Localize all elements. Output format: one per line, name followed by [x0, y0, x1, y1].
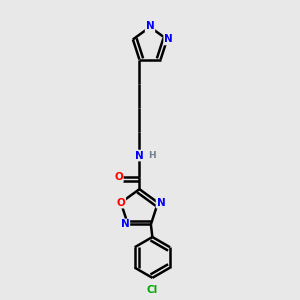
Text: O: O [114, 172, 123, 182]
Text: N: N [157, 198, 165, 208]
Text: O: O [116, 198, 125, 208]
Text: N: N [135, 151, 144, 160]
Text: N: N [164, 34, 173, 44]
Text: N: N [146, 21, 154, 32]
Text: Cl: Cl [147, 285, 158, 296]
Text: H: H [148, 151, 156, 160]
Text: N: N [121, 219, 129, 230]
